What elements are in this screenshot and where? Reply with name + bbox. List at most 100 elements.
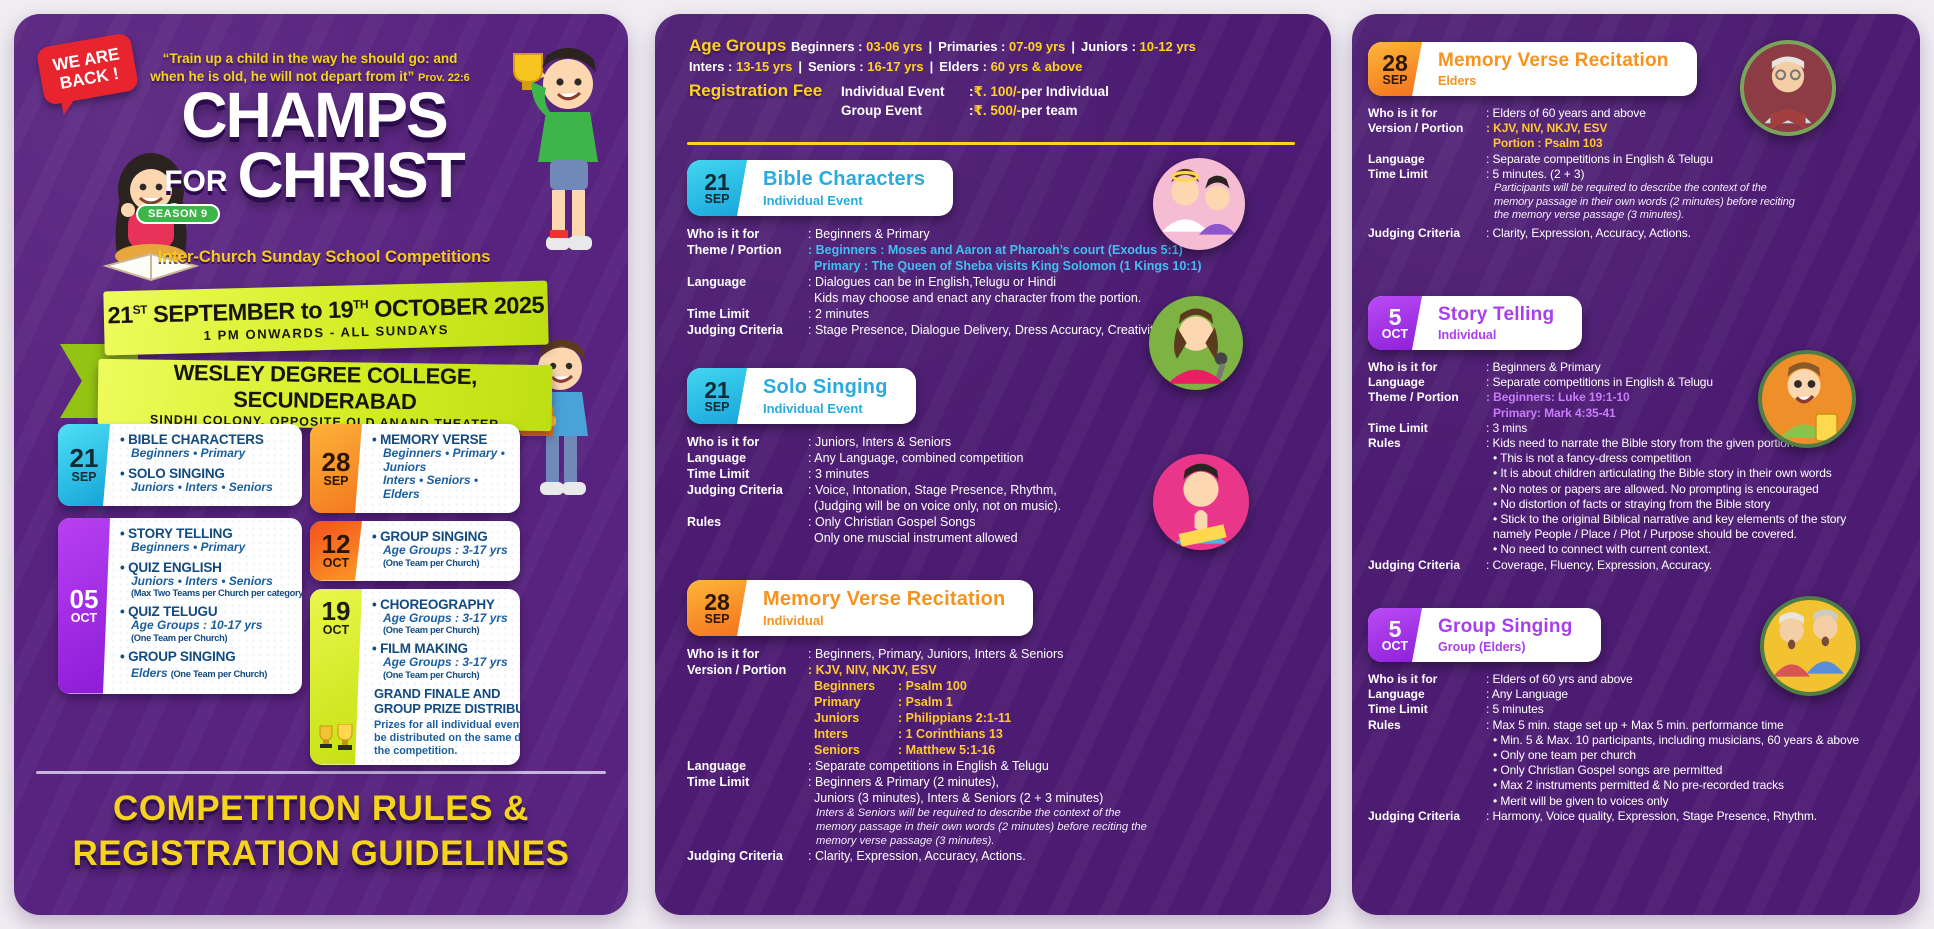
date-range: 21ST SEPTEMBER to 19TH OCTOBER 2025 — [107, 291, 544, 329]
note-row: Inters & Seniors will be required to des… — [687, 806, 1311, 820]
age-key: Seniors : — [808, 59, 868, 74]
spacer — [687, 834, 808, 848]
bible-characters-header: 21 SEP Bible Characters Individual Event — [687, 160, 954, 216]
title-for: FOR — [164, 165, 228, 198]
event-note: (One Team per Church) — [131, 632, 228, 643]
event-name: QUIZ ENGLISH — [120, 560, 302, 575]
field-value: : Elders of 60 yrs and above — [1486, 672, 1633, 686]
rule-row: namely People / Place / Plot / Purpose s… — [1368, 527, 1906, 542]
colon: : — [969, 84, 974, 99]
fee-key: Individual Event — [841, 84, 945, 99]
spacer — [1368, 466, 1486, 481]
field-value: : Any Language, combined competition — [808, 451, 1024, 465]
rules-panel-1: Age Groups Beginners : 03-06 yrs | Prima… — [655, 14, 1331, 915]
field-row: Who is it for: Beginners & Primary — [687, 226, 1311, 242]
field-value: (Judging will be on voice only, not on m… — [814, 499, 1062, 513]
field-rows: Who is it for: Beginners & Primary Theme… — [687, 226, 1311, 338]
spacer — [687, 258, 808, 274]
date-tab-5-oct: 5 OCT — [1368, 608, 1422, 662]
field-value: Kids may choose and enact any character … — [814, 291, 1142, 305]
group-singing-header: 5 OCT Group Singing Group (Elders) — [1368, 608, 1601, 662]
field-row: Version / Portion: KJV, NIV, NKJV, ESV — [1368, 121, 1906, 136]
note-line: Participants will be required to describ… — [1494, 182, 1767, 195]
portion-row: Inters: 1 Corinthians 13 — [687, 726, 1311, 742]
portion-group: Primary — [814, 695, 861, 709]
portion-ref: : Psalm 100 — [898, 679, 967, 693]
elders-memory-verse-avatar — [1740, 40, 1836, 136]
date-day: 21 — [704, 376, 730, 403]
age-groups-label: Age Groups — [689, 36, 787, 55]
solo-singing-avatar — [1149, 296, 1243, 390]
note-line: memory passage in their own words (2 min… — [816, 821, 1147, 833]
season-badge: SEASON 9 — [136, 204, 220, 224]
date-day: 28 — [321, 446, 351, 477]
portion-row: Beginners: Psalm 100 — [687, 678, 1311, 694]
rule-row: • Stick to the original Biblical narrati… — [1368, 512, 1906, 527]
fee-unit: per team — [1021, 103, 1078, 118]
event-title-block: Memory Verse Recitation Elders — [1422, 42, 1697, 96]
event-subtitle: Individual Event — [763, 193, 863, 208]
field-row: Primary: Mark 4:35-41 — [1368, 406, 1906, 421]
yellow-rule — [687, 142, 1295, 145]
portion-row: Seniors: Matthew 5:1-16 — [687, 742, 1311, 758]
story-telling-avatar — [1758, 350, 1856, 448]
title-christ: CHRIST — [237, 139, 466, 211]
portion-pair: Juniors: Philippians 2:1-11 — [808, 710, 1311, 726]
field-row: Rules: Kids need to narrate the Bible st… — [1368, 436, 1906, 451]
field-row: Portion : Psalm 103 — [1368, 136, 1906, 151]
spacer — [687, 726, 808, 742]
section-memory-verse-individual: 28 SEP Memory Verse Recitation Individual … — [687, 580, 1311, 864]
date-day: 5 — [1388, 615, 1402, 642]
field-row: Time Limit: 3 minutes — [687, 466, 1311, 482]
spacer — [1368, 406, 1486, 421]
field-row: Who is it for: Elders of 60 years and ab… — [1368, 106, 1906, 121]
field-value: : Clarity, Expression, Accuracy, Actions… — [808, 849, 1026, 863]
memory-verse-header: 28 SEP Memory Verse Recitation Individual — [687, 580, 1034, 636]
date-tab-21-sep: 21 SEP — [687, 160, 747, 216]
spacer — [1368, 733, 1486, 748]
event-note: (Max Two Teams per Church per category) — [131, 588, 302, 598]
registration-fee-line-1: Registration Fee Individual Event : ₹. 1… — [689, 81, 1313, 101]
date-day: 21 — [69, 443, 99, 473]
section-memory-verse-elders: 28 SEP Memory Verse Recitation Elders Who … — [1368, 42, 1906, 241]
event-title: Bible Characters — [763, 168, 926, 190]
event-title: Group Singing — [1438, 616, 1573, 637]
age-pair: Seniors : 16-17 yrs — [808, 59, 924, 74]
field-value: : Clarity, Expression, Accuracy, Actions… — [1486, 225, 1691, 240]
fee-key: Group Event — [841, 103, 923, 118]
event-subtitle: Group (Elders) — [1438, 640, 1526, 654]
field-row: Judging Criteria: Voice, Intonation, Sta… — [687, 482, 1311, 498]
event-note: (One Team per Church) — [383, 557, 480, 568]
field-value: : KJV, NIV, NKJV, ESV — [1486, 121, 1608, 136]
field-value: : Beginners, Primary, Juniors, Inters & … — [808, 647, 1064, 661]
rule-line: • This is not a fancy-dress competition — [1493, 451, 1692, 466]
field-row: Rules: Max 5 min. stage set up + Max 5 m… — [1368, 718, 1906, 733]
portion-pair: Beginners: Psalm 100 — [808, 678, 1311, 694]
field-label: Rules — [687, 515, 722, 529]
event-name: GROUP SINGING — [372, 529, 515, 544]
fee-value: ₹. 100/- — [973, 84, 1022, 99]
field-row: Language: Dialogues can be in English,Te… — [687, 274, 1311, 290]
age-pair: Inters : 13-15 yrs — [689, 59, 792, 74]
field-value: : Beginners : Moses and Aaron at Pharoah… — [808, 243, 1183, 257]
finale-note-line: the competition. — [374, 744, 458, 757]
field-label: Time Limit — [687, 307, 750, 321]
event-groups: Juniors • Inters • Seniors — [131, 479, 273, 494]
separator: | — [929, 59, 934, 74]
age-pair: Elders : 60 yrs & above — [939, 59, 1082, 74]
registration-fee-label: Registration Fee — [689, 81, 823, 100]
title-row: FOR CHRIST SEASON 9 — [124, 139, 504, 224]
rule-line: • Merit will be given to voices only — [1493, 793, 1669, 808]
bible-characters-avatar — [1153, 158, 1245, 250]
event-name: BIBLE CHARACTERS — [120, 432, 297, 447]
footer-line: COMPETITION RULES & — [113, 789, 529, 828]
age-value: 03-06 yrs — [866, 39, 923, 54]
age-key: Elders : — [939, 59, 991, 74]
event-groups: Age Groups : 10-17 yrs — [131, 618, 263, 632]
field-label: Time Limit — [687, 775, 750, 789]
